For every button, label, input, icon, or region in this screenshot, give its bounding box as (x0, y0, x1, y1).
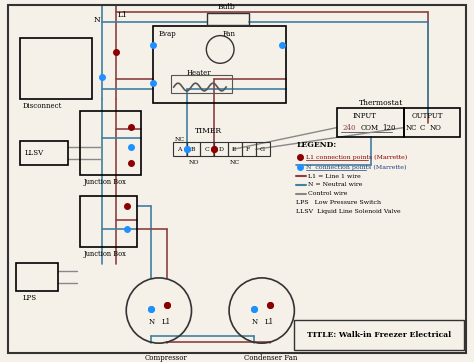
Text: 240: 240 (343, 123, 356, 131)
Bar (80, 196, 137, 247)
Text: INPUT: INPUT (353, 112, 377, 120)
Text: L1: L1 (162, 319, 171, 327)
Text: NC: NC (230, 160, 240, 165)
Text: LLSV  Liquid Line Solenoid Valve: LLSV Liquid Line Solenoid Valve (296, 209, 401, 214)
Text: LEGEND:: LEGEND: (296, 142, 337, 150)
Text: COM: COM (361, 123, 379, 131)
Text: A: A (177, 147, 181, 152)
Text: Evap: Evap (159, 30, 177, 38)
Text: L1: L1 (118, 11, 127, 19)
Text: TITLE: Walk-in Freezer Electrical: TITLE: Walk-in Freezer Electrical (307, 331, 451, 339)
Text: Compressor: Compressor (145, 354, 188, 362)
Bar (80, 111, 141, 175)
Text: TIMER: TIMER (194, 127, 222, 135)
Text: L1 connection points (Marrette): L1 connection points (Marrette) (306, 155, 408, 160)
Text: Disconnect: Disconnect (22, 102, 62, 110)
Text: C: C (204, 147, 209, 152)
Text: Bulb: Bulb (217, 3, 235, 11)
Bar (20, 38, 91, 99)
Text: E: E (232, 147, 237, 152)
Bar (173, 142, 187, 156)
Text: Heater: Heater (187, 69, 211, 77)
Text: Junction Box: Junction Box (84, 250, 127, 258)
Text: D: D (218, 147, 223, 152)
Text: G: G (260, 147, 265, 152)
Text: NC: NC (175, 137, 185, 142)
Text: Junction Box: Junction Box (84, 178, 127, 186)
Bar (207, 13, 249, 25)
Text: NC: NC (406, 123, 418, 131)
Text: N = Neutral wire: N = Neutral wire (308, 182, 363, 188)
Bar (242, 142, 256, 156)
Text: Control wire: Control wire (308, 191, 347, 196)
Text: C: C (420, 123, 425, 131)
Text: Condenser Fan: Condenser Fan (244, 354, 297, 362)
Text: Fan: Fan (222, 30, 235, 38)
Text: N: N (149, 319, 155, 327)
Text: NO: NO (189, 160, 199, 165)
Bar (404, 108, 459, 138)
Text: LPS   Low Pressure Switch: LPS Low Pressure Switch (296, 200, 382, 205)
Text: NO: NO (430, 123, 442, 131)
Bar (256, 142, 270, 156)
Bar (294, 320, 465, 350)
Text: L1: L1 (264, 319, 274, 327)
Bar (214, 142, 228, 156)
Bar (228, 142, 242, 156)
Bar (153, 26, 286, 103)
Bar (171, 75, 232, 93)
Text: OUTPUT: OUTPUT (412, 112, 444, 120)
Text: LLSV: LLSV (24, 149, 44, 157)
Text: B: B (191, 147, 195, 152)
Bar (17, 263, 58, 291)
Text: LPS: LPS (22, 294, 36, 302)
Text: 120: 120 (383, 123, 396, 131)
Text: N  connection points (Marrette): N connection points (Marrette) (306, 164, 407, 170)
Text: N: N (94, 16, 100, 24)
Text: L1 = Line 1 wire: L1 = Line 1 wire (308, 173, 361, 178)
Bar (337, 108, 404, 138)
Bar (201, 142, 214, 156)
Bar (187, 142, 201, 156)
Text: N: N (252, 319, 258, 327)
Text: Thermostat: Thermostat (359, 99, 403, 107)
Bar (20, 142, 68, 165)
Text: F: F (246, 147, 250, 152)
